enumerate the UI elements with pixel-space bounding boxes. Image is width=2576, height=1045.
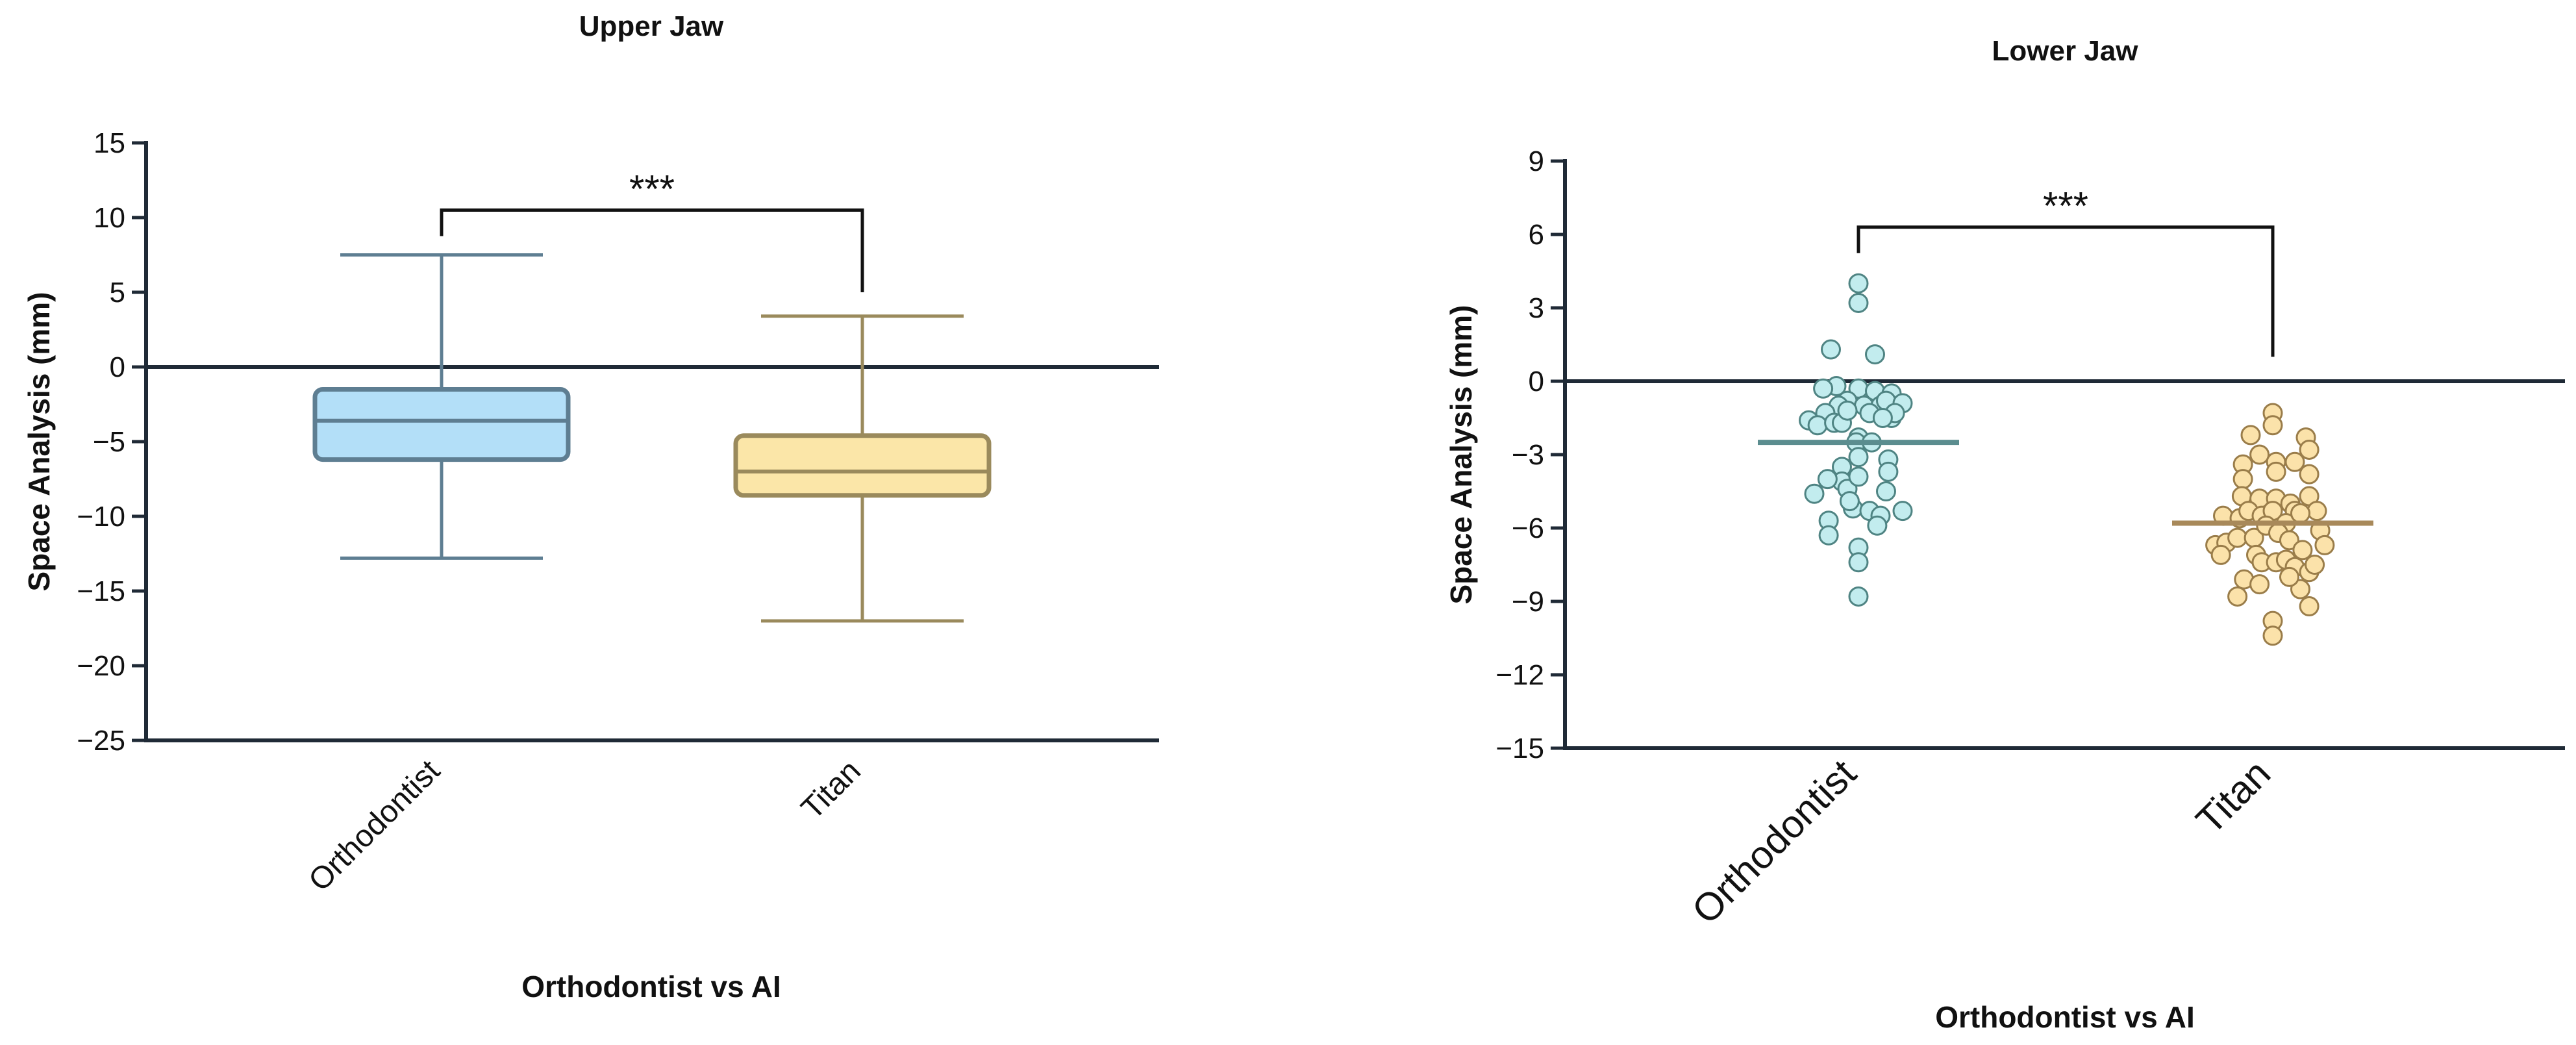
data-point: [1848, 466, 1869, 487]
y-axis-title: Space Analysis (mm): [1444, 305, 1478, 604]
data-point: [2232, 469, 2253, 490]
data-point: [2249, 574, 2270, 595]
data-point: [1876, 481, 1896, 501]
data-point: [1848, 447, 1869, 468]
data-point: [2227, 527, 2248, 548]
data-point: [2314, 535, 2335, 555]
y-tick-label: −3: [1512, 439, 1544, 471]
data-point: [1878, 461, 1899, 482]
y-tick-label: 5: [110, 277, 125, 308]
x-axis-title: Orthodontist vs AI: [521, 970, 781, 1003]
data-point: [1818, 525, 1839, 546]
data-point: [2307, 501, 2327, 522]
y-tick-label: 3: [1529, 292, 1544, 324]
data-point: [1848, 292, 1869, 313]
lower-jaw-chart: Lower Jaw Orthodontist vs AI Space Analysi…: [1444, 35, 2565, 1034]
data-point: [2299, 596, 2320, 617]
data-point: [1807, 415, 1828, 436]
y-tick-label: 9: [1529, 145, 1544, 177]
data-point: [1837, 400, 1858, 421]
data-point: [2279, 566, 2299, 587]
y-tick-label: 6: [1529, 219, 1544, 251]
data-point: [1867, 515, 1888, 536]
y-tick-label: 15: [94, 127, 125, 159]
data-point: [1848, 586, 1869, 607]
significance-bracket: [440, 208, 864, 292]
x-axis-title: Orthodontist vs AI: [1935, 1000, 2195, 1034]
y-tick-label: −5: [93, 426, 125, 458]
data-point: [1848, 273, 1869, 294]
y-tick-label: −15: [77, 575, 125, 607]
y-tick-label: −25: [77, 725, 125, 757]
y-axis-title: Space Analysis (mm): [22, 292, 56, 591]
significance-bracket: [1857, 225, 2275, 357]
y-tick-label: −12: [1495, 659, 1544, 691]
y-tick-label: 0: [110, 351, 125, 383]
y-tick-label: −10: [77, 501, 125, 533]
data-point: [1848, 552, 1869, 573]
data-point: [1839, 491, 1860, 512]
x-category-label: Titan: [2188, 751, 2279, 842]
data-point: [2279, 530, 2299, 551]
data-point: [2227, 586, 2248, 607]
significance-label: ***: [629, 168, 675, 211]
data-point: [1865, 344, 1885, 365]
box-iqr: [733, 433, 992, 498]
y-tick-label: −9: [1512, 586, 1544, 618]
data-point: [2210, 544, 2231, 565]
y-tick-label: −6: [1512, 512, 1544, 544]
y-tick-label: 10: [94, 202, 125, 234]
data-point: [2262, 415, 2283, 436]
data-point: [1804, 483, 1825, 504]
x-category-label: Orthodontist: [1684, 751, 1865, 933]
significance-label: ***: [2043, 184, 2088, 228]
data-point: [2290, 503, 2310, 523]
y-tick-label: −15: [1495, 733, 1544, 764]
y-tick-label: 0: [1529, 366, 1544, 397]
x-category-label: Orthodontist: [302, 753, 446, 898]
data-point: [2299, 464, 2320, 485]
y-tick-label: −20: [77, 650, 125, 682]
chart-title: Lower Jaw: [1992, 35, 2139, 67]
data-point: [1813, 378, 1834, 399]
data-point: [2299, 439, 2320, 460]
data-point: [2249, 444, 2270, 465]
data-point: [1872, 408, 1893, 428]
data-point: [1821, 339, 1841, 360]
data-point: [2266, 461, 2286, 482]
x-category-label: Titan: [795, 753, 868, 826]
data-point: [2305, 555, 2325, 575]
data-point: [2292, 540, 2313, 560]
box-iqr: [312, 387, 571, 462]
chart-title: Upper Jaw: [579, 10, 724, 42]
data-point: [2262, 625, 2283, 646]
data-point: [1817, 469, 1838, 490]
data-point: [1892, 501, 1913, 522]
data-point: [2240, 425, 2261, 446]
data-point: [2284, 451, 2305, 472]
upper-jaw-chart: Upper Jaw Orthodontist vs AI Space Analysi…: [22, 10, 1159, 1003]
